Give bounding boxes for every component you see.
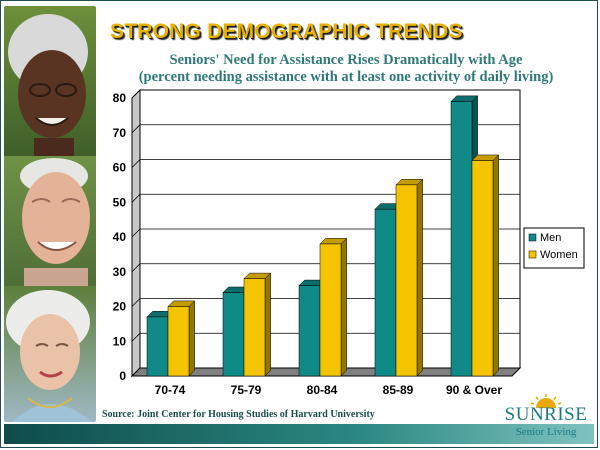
- subtitle-line-2: (percent needing assistance with at leas…: [138, 69, 554, 85]
- y-tick-label: 70: [113, 126, 127, 140]
- bar-men: [374, 208, 397, 377]
- subtitle-line-1: Seniors' Need for Assistance Rises Drama…: [169, 52, 523, 68]
- chart-subtitle: Seniors' Need for Assistance Rises Drama…: [100, 52, 592, 86]
- bar-side-women: [340, 237, 347, 377]
- gridline-side: [131, 89, 141, 99]
- sunrise-sun-icon: [530, 394, 562, 408]
- gridline-side: [131, 124, 141, 134]
- legend-label-men: Men: [540, 232, 561, 244]
- slide-title: STRONG DEMOGRAPHIC TRENDS: [110, 20, 463, 43]
- y-tick-label: 0: [119, 369, 126, 383]
- gridline-side: [131, 159, 141, 168]
- bar-women: [319, 243, 342, 377]
- y-tick-label: 50: [113, 195, 127, 209]
- logo-tagline: Senior Living: [515, 426, 577, 438]
- senior-man-photo: [4, 156, 96, 286]
- senior-woman-2-photo: [4, 286, 96, 422]
- legend-swatch-women: [528, 250, 537, 259]
- y-tick-label: 30: [113, 265, 127, 279]
- gridline-side: [131, 263, 141, 273]
- x-tick-label: 80-84: [307, 383, 338, 397]
- x-tick-label: 75-79: [231, 383, 262, 397]
- y-tick-label: 10: [113, 334, 127, 348]
- bar-women: [167, 306, 190, 377]
- bar-men: [298, 285, 321, 377]
- legend-label-women: Women: [540, 249, 578, 261]
- x-tick-label: 85-89: [383, 383, 414, 397]
- legend-swatch-men: [528, 233, 537, 242]
- sunrise-logo: SUNRISE Senior Living: [500, 394, 592, 444]
- logo-name: SUNRISE: [504, 404, 588, 425]
- bar-women: [243, 278, 266, 377]
- x-tick-label: 70-74: [155, 383, 186, 397]
- y-tick-label: 40: [113, 230, 127, 244]
- bar-side-women: [492, 154, 499, 377]
- bar-side-women: [264, 272, 271, 377]
- x-tick-label: 90 & Over: [446, 383, 502, 397]
- bar-men: [146, 316, 169, 377]
- bar-women: [471, 160, 494, 377]
- bar-men: [450, 101, 473, 377]
- y-tick-label: 80: [113, 91, 127, 105]
- y-tick-label: 20: [113, 300, 127, 314]
- gridline-side: [131, 332, 141, 342]
- senior-woman-1-photo: [4, 6, 96, 156]
- bar-men: [222, 292, 245, 377]
- source-note: Source: Joint Center for Housing Studies…: [102, 409, 375, 420]
- bar-side-women: [416, 178, 423, 377]
- bottom-band: [4, 424, 594, 444]
- seniors-photo-strip: [4, 6, 96, 422]
- gridline-side: [131, 298, 141, 307]
- y-tick-label: 60: [113, 161, 127, 175]
- gridline-side: [131, 193, 141, 203]
- bar-women: [395, 184, 418, 377]
- gridline-side: [131, 228, 141, 238]
- bar-side-women: [188, 300, 195, 377]
